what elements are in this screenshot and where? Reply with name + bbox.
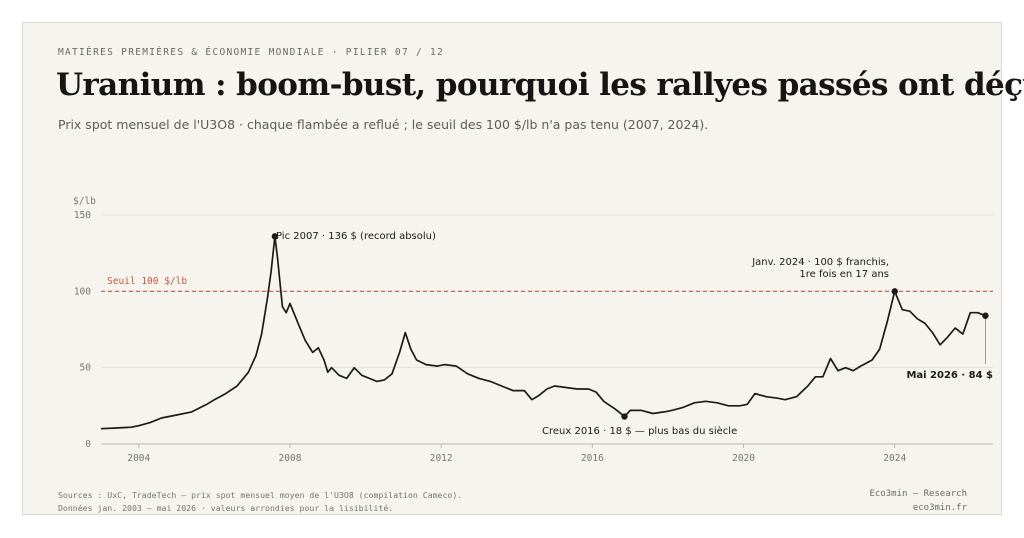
- annotation-point-trough-2016: [621, 413, 628, 420]
- x-tick-label: 2016: [581, 453, 604, 464]
- threshold: Seuil 100 $/lb: [101, 276, 993, 292]
- y-tick-label: 50: [80, 363, 92, 374]
- y-axis-unit: $/lb: [73, 196, 96, 207]
- brand-block: Eco3min — Research eco3min.fr: [869, 487, 967, 515]
- kicker: MATIÈRES PREMIÈRES & ÉCONOMIE MONDIALE ·…: [58, 47, 445, 58]
- sources-line-2: Données jan. 2003 – mai 2026 · valeurs a…: [58, 503, 394, 513]
- x-tick-label: 2004: [127, 453, 150, 464]
- sources-note: Sources : UxC, TradeTech — prix spot men…: [58, 489, 462, 515]
- x-tick-label: 2012: [430, 453, 453, 464]
- threshold-label: Seuil 100 $/lb: [107, 276, 187, 287]
- grid: 0 50 100 150 2004 2008 2012 2016 2020 2024: [74, 210, 993, 464]
- brand-url: eco3min.fr: [912, 503, 967, 513]
- y-tick-label: 100: [74, 286, 91, 297]
- chart-card: MATIÈRES PREMIÈRES & ÉCONOMIE MONDIALE ·…: [22, 22, 1024, 515]
- y-tick-label: 0: [85, 439, 91, 450]
- annotation-peak-2007: Pic 2007 · 136 $ (record absolu): [276, 231, 436, 242]
- uranium-line-chart: $/lb 0 50 100 150 2004 2008 2012 2016 2020 2024 S…: [73, 196, 993, 464]
- y-tick-label: 150: [74, 210, 91, 221]
- annotation-trough-2016: Creux 2016 · 18 $ — plus bas du siècle: [542, 425, 737, 437]
- x-tick-label: 2020: [732, 453, 755, 464]
- page-title: Uranium : boom-bust, pourquoi les rallye…: [56, 67, 1024, 103]
- annotations: Pic 2007 · 136 $ (record absolu) Janv. 2…: [271, 231, 993, 437]
- brand-name: Eco3min — Research: [869, 489, 967, 499]
- annotation-jan-2024-line1: Janv. 2024 · 100 $ franchis,: [751, 257, 889, 268]
- annotation-point-may-2026: [982, 312, 989, 319]
- subtitle: Prix spot mensuel de l'U3O8 · chaque fla…: [58, 117, 709, 132]
- x-tick-label: 2008: [279, 453, 302, 464]
- x-tick-label: 2024: [883, 453, 906, 464]
- annotation-may-2026: Mai 2026 · 84 $: [906, 370, 993, 381]
- annotation-jan-2024-line2: 1re fois en 17 ans: [799, 269, 889, 280]
- annotation-point-peak-2007: [271, 233, 279, 240]
- annotation-point-jan-2024: [891, 288, 898, 295]
- sources-line-1: Sources : UxC, TradeTech — prix spot men…: [58, 490, 463, 500]
